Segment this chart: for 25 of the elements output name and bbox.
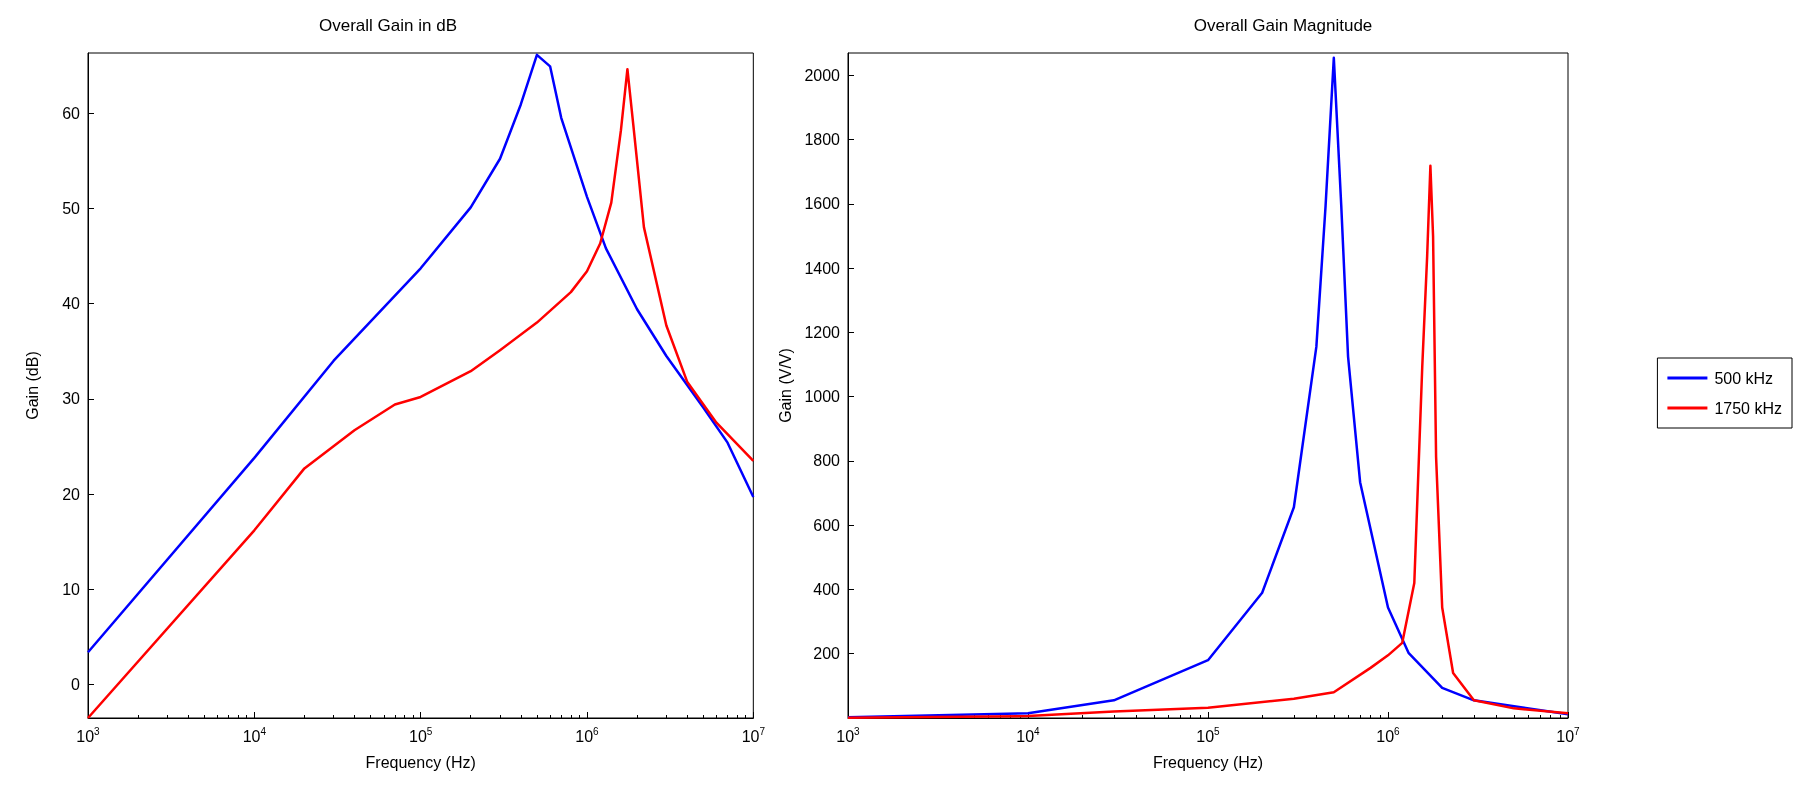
y-axis-title: Gain (V/V) — [777, 348, 795, 423]
y-tick-label: 20 — [62, 485, 81, 503]
chart-title: Overall Gain Magnitude — [1193, 16, 1373, 35]
legend-label: 1750 kHz — [1714, 399, 1782, 417]
x-axis-title: Frequency (Hz) — [365, 753, 476, 771]
y-axis-title: Gain (dB) — [23, 351, 41, 420]
y-tick-label: 0 — [71, 676, 81, 694]
y-tick-label: 1200 — [804, 323, 841, 341]
y-tick-label: 60 — [62, 104, 81, 122]
y-tick-label: 1000 — [804, 388, 841, 406]
y-tick-label: 1400 — [804, 259, 841, 277]
y-tick-label: 1800 — [804, 131, 841, 149]
y-tick-label: 400 — [813, 581, 841, 598]
chart-title: Overall Gain in dB — [319, 16, 457, 35]
legend-label: 500 kHz — [1714, 369, 1774, 387]
y-tick-label: 1600 — [804, 195, 841, 213]
y-tick-label: 600 — [813, 516, 841, 534]
y-tick-label: 2000 — [804, 66, 841, 84]
y-tick-label: 200 — [813, 645, 841, 663]
y-tick-label: 800 — [813, 452, 841, 470]
y-tick-label: 50 — [62, 199, 81, 217]
x-axis-title: Frequency (Hz) — [1152, 753, 1264, 771]
y-tick-label: 40 — [62, 295, 81, 313]
y-tick-label: 30 — [62, 390, 81, 408]
y-tick-label: 10 — [62, 580, 81, 598]
